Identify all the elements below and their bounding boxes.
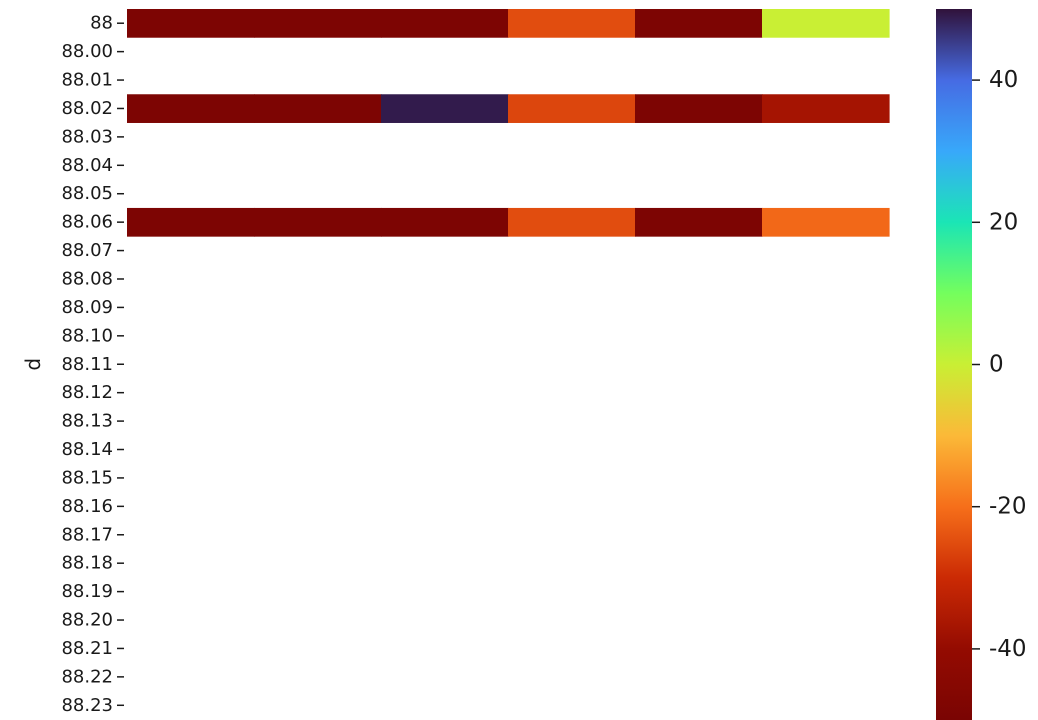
heatmap-cells: [127, 9, 890, 237]
heatmap-cell: [381, 94, 509, 123]
y-tick-label: 88.02: [61, 98, 113, 119]
y-tick-label: 88.03: [61, 126, 113, 147]
y-tick-label: 88.16: [61, 496, 113, 517]
colorbar-ticks: 40 20 0 -20 -40: [972, 67, 1027, 662]
y-axis-ticks: 88 88.00 88.01 88.02 88.03 88.04 88.05 88.06 88.…: [61, 13, 124, 716]
y-tick-label: 88.08: [61, 268, 113, 289]
y-tick-label: 88.01: [61, 70, 113, 91]
colorbar-tick-label: 20: [989, 209, 1018, 235]
colorbar-gradient: [936, 9, 972, 720]
y-tick-label: 88.22: [61, 666, 113, 687]
heatmap-cell: [635, 94, 763, 123]
heatmap-cell: [762, 9, 890, 38]
heatmap-cell: [508, 207, 636, 237]
y-tick-label: 88.15: [61, 467, 113, 488]
y-tick-label: 88.07: [61, 240, 113, 261]
colorbar: 40 20 0 -20 -40: [936, 9, 1027, 720]
y-tick-label: 88.13: [61, 411, 113, 432]
heatmap-cell: [381, 9, 509, 38]
y-tick-label: 88.10: [61, 325, 113, 346]
heatmap-cell: [254, 9, 382, 38]
heatmap-cell: [381, 207, 509, 237]
y-tick-label: 88.20: [61, 610, 113, 631]
heatmap-cell: [508, 9, 636, 38]
heatmap-cell: [127, 94, 255, 123]
heatmap-cell: [508, 94, 636, 123]
y-tick-label: 88.05: [61, 183, 113, 204]
heatmap-cell: [254, 94, 382, 123]
colorbar-tick-label: 0: [989, 352, 1004, 378]
y-tick-label: 88.00: [61, 41, 113, 62]
colorbar-tick-label: 40: [989, 67, 1018, 93]
y-tick-label: 88.19: [61, 581, 113, 602]
y-tick-label: 88.09: [61, 297, 113, 318]
heatmap-cell: [762, 94, 890, 123]
y-tick-label: 88.23: [61, 695, 113, 716]
heatmap-cell: [254, 207, 382, 237]
y-tick-label: 88.14: [61, 439, 113, 460]
y-tick-label: 88.17: [61, 524, 113, 545]
y-tick-label: 88.04: [61, 155, 113, 176]
colorbar-tick-label: -20: [989, 494, 1027, 520]
y-tick-label: 88: [90, 13, 113, 34]
heatmap-cell: [127, 9, 255, 38]
y-tick-label: 88.21: [61, 638, 113, 659]
heatmap-cell: [762, 207, 890, 237]
y-tick-label: 88.12: [61, 382, 113, 403]
colorbar-tick-label: -40: [989, 636, 1027, 662]
y-tick-label: 88.11: [61, 354, 113, 375]
heatmap-cell: [635, 207, 763, 237]
y-tick-label: 88.18: [61, 553, 113, 574]
heatmap-cell: [127, 207, 255, 237]
y-tick-label: 88.06: [61, 212, 113, 233]
heatmap-cell: [635, 9, 763, 38]
plot-area: 88 88.00 88.01 88.02 88.03 88.04 88.05 88.06 88.…: [61, 9, 890, 716]
y-axis-label: d: [21, 358, 45, 371]
